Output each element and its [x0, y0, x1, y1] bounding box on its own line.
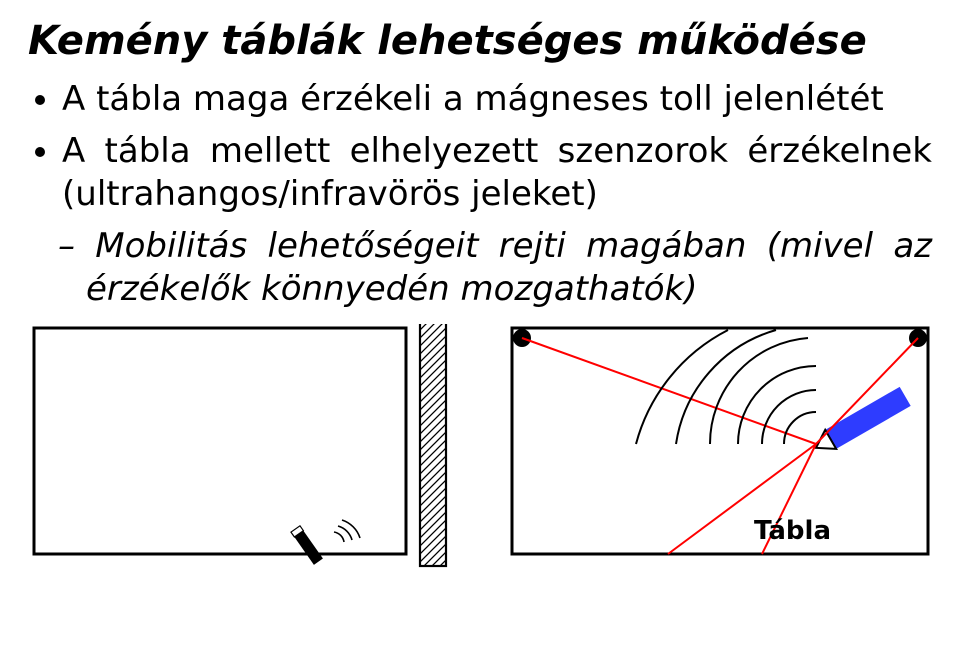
diagram-right	[498, 324, 958, 574]
bullet-item: A tábla maga érzékeli a mágneses toll je…	[62, 78, 932, 122]
sub-bullet-text: Mobilitás lehetőségeit rejti magában (mi…	[86, 226, 932, 310]
bullet-item: A tábla mellett elhelyezett szenzorok ér…	[62, 130, 932, 217]
diagram-left	[18, 324, 478, 574]
figures-area: Tábla	[28, 324, 932, 584]
slide-page: Kemény táblák lehetséges működése A tábl…	[0, 0, 960, 670]
sub-bullet: Mobilitás lehetőségeit rejti magában (mi…	[58, 225, 932, 312]
figure-caption: Tábla	[754, 516, 831, 546]
bullet-list: A tábla maga érzékeli a mágneses toll je…	[34, 78, 932, 217]
slide-title: Kemény táblák lehetséges működése	[28, 18, 932, 64]
